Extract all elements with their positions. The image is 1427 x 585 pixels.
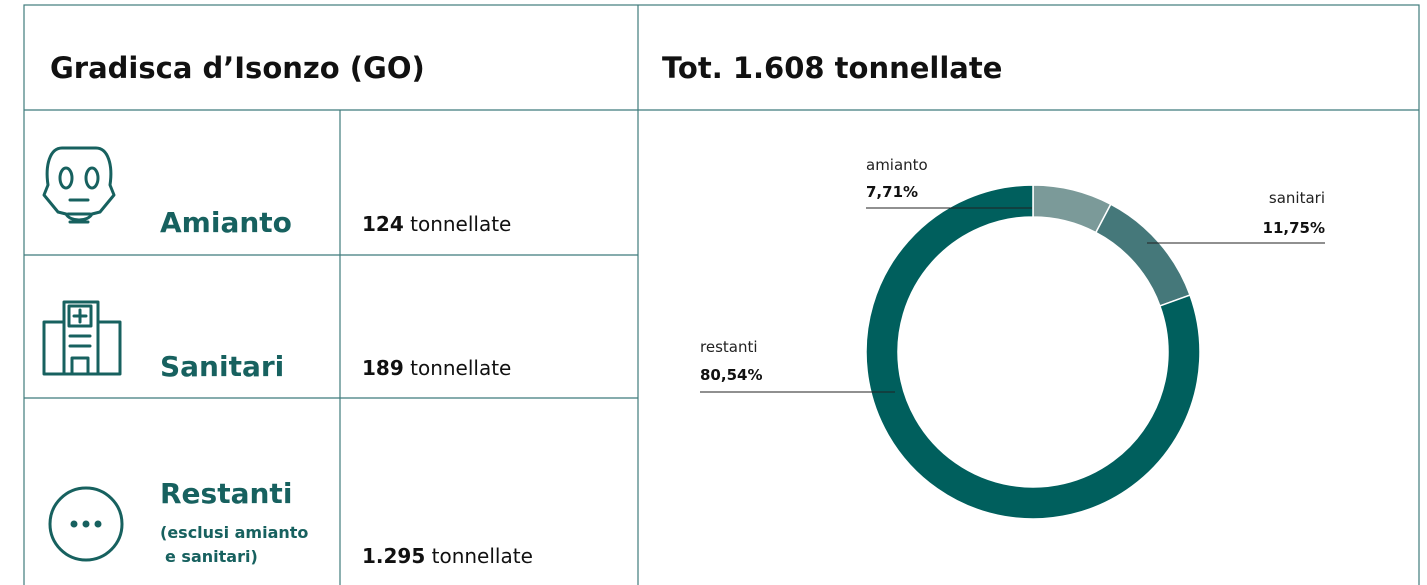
slice-label: sanitari: [1269, 189, 1325, 207]
row-label: Restanti: [160, 477, 292, 510]
slice-label: restanti: [700, 338, 758, 356]
row-amount: 1.295 tonnellate: [362, 544, 533, 568]
chart-title: Tot. 1.608 tonnellate: [662, 51, 1002, 85]
slice-label: amianto: [866, 156, 928, 174]
row-label: Amianto: [160, 206, 292, 239]
title: Gradisca d’Isonzo (GO): [50, 51, 425, 85]
row-label: Sanitari: [160, 350, 284, 383]
slice: [865, 184, 1201, 520]
row-note: (esclusi amianto: [160, 523, 308, 542]
more-icon: [48, 486, 124, 562]
row-note: e sanitari): [165, 547, 258, 566]
mask-icon: [42, 146, 116, 224]
slice: [1094, 203, 1191, 307]
slice-value: 7,71%: [866, 183, 918, 201]
frame: [23, 4, 1420, 585]
slice-value: 80,54%: [700, 366, 762, 384]
hospital-icon: [42, 300, 122, 376]
row-amount: 189 tonnellate: [362, 356, 511, 380]
row-amount: 124 tonnellate: [362, 212, 511, 236]
slice-value: 11,75%: [1263, 219, 1325, 237]
